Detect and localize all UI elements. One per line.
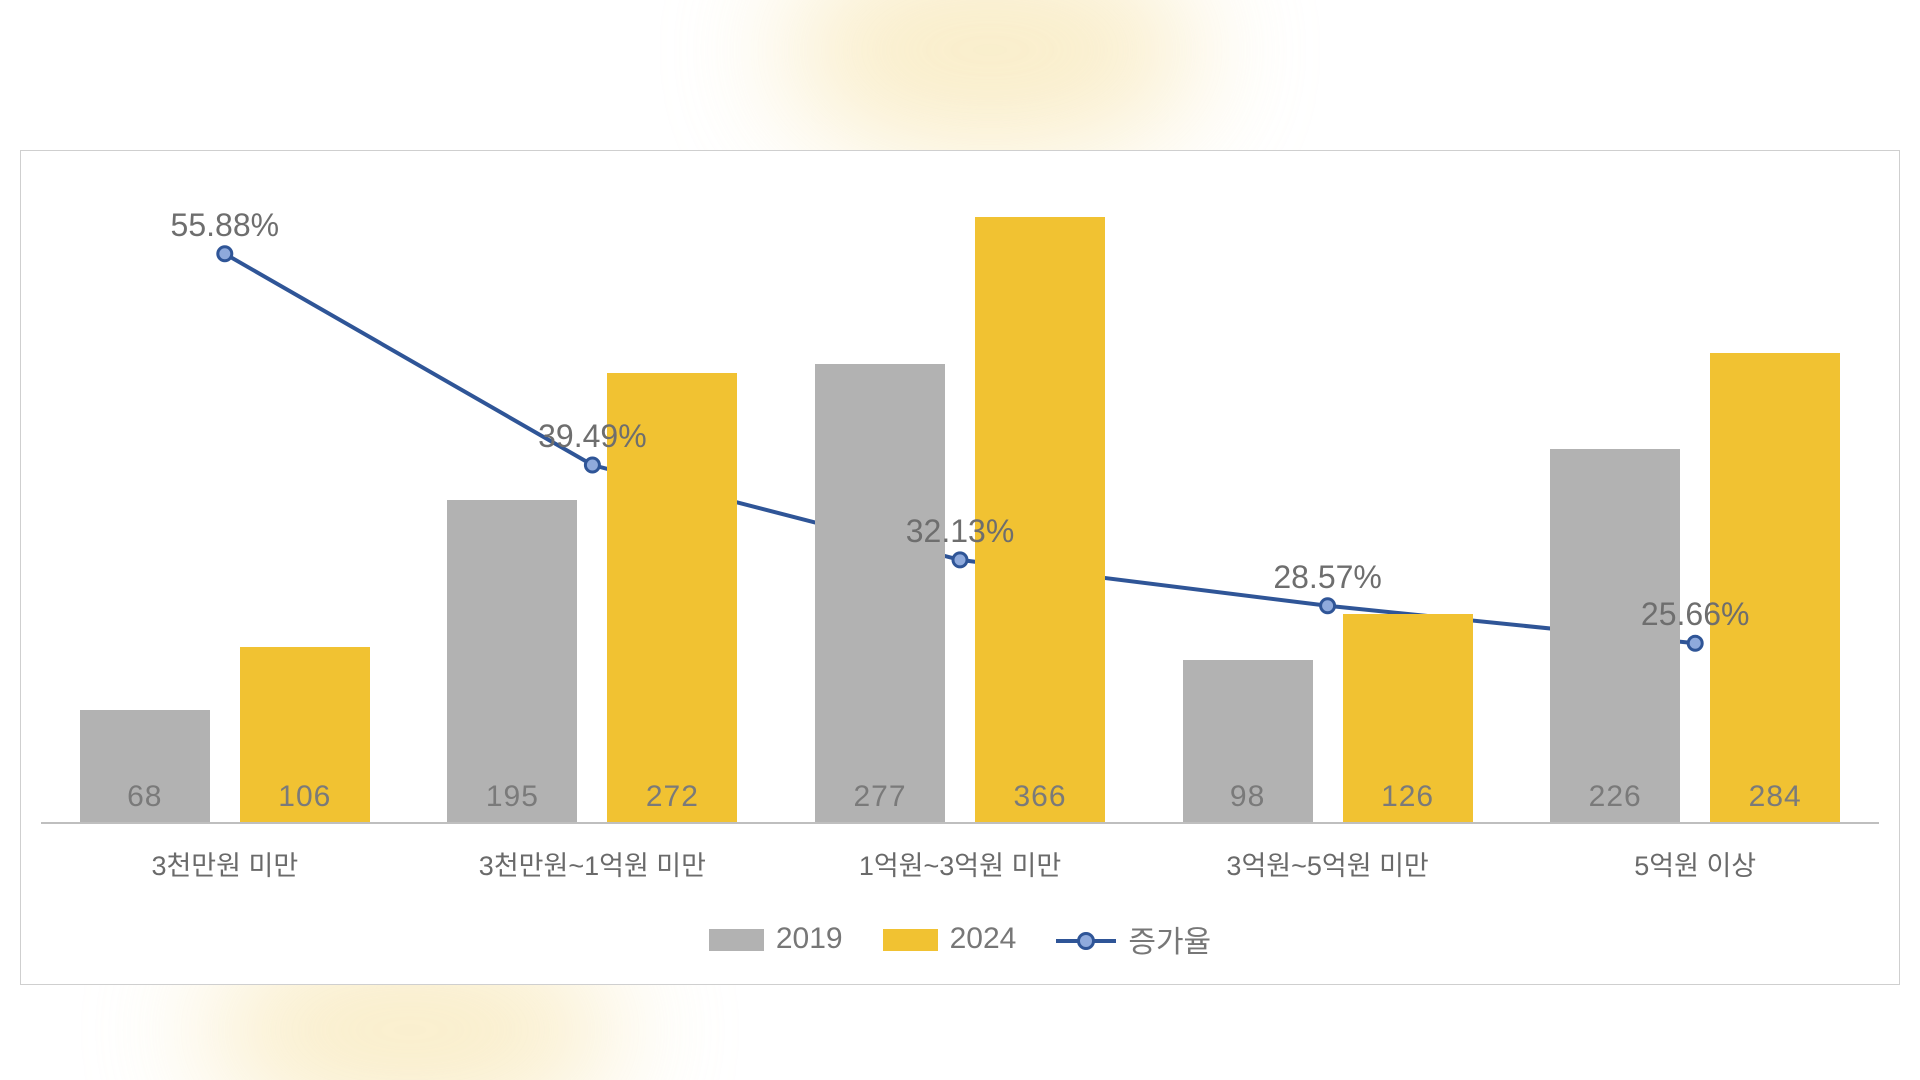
plot-area: 68 106 195 272 277 366 98 126 226 284 55.88% 39.49%…: [41, 161, 1879, 824]
legend-item-증가율: 증가율: [1056, 917, 1211, 961]
bar-2024-cat4: 284: [1710, 353, 1840, 822]
bar-2019-cat1: 195: [447, 500, 577, 822]
bar-2019-cat0: 68: [80, 710, 210, 822]
bar-value-label: 277: [815, 780, 945, 814]
legend: 2019 2024 증가율: [21, 911, 1899, 966]
bar-2019-cat4: 226: [1550, 449, 1680, 822]
bar-value-label: 126: [1343, 780, 1473, 814]
bar-value-label: 98: [1183, 780, 1313, 814]
x-axis-label: 5억원 이상: [1634, 844, 1756, 883]
legend-item-2019: 2019: [709, 922, 843, 956]
chart-frame: 68 106 195 272 277 366 98 126 226 284 55.88% 39.49%…: [20, 150, 1900, 985]
page-root: 68 106 195 272 277 366 98 126 226 284 55.88% 39.49%…: [0, 0, 1920, 1080]
legend-label: 2024: [950, 922, 1017, 955]
growth-rate-label: 32.13%: [906, 513, 1015, 550]
growth-rate-marker: [953, 553, 967, 567]
x-axis-label: 3억원~5억원 미만: [1226, 844, 1428, 883]
bar-value-label: 106: [240, 780, 370, 814]
growth-rate-marker: [1321, 599, 1335, 613]
bar-value-label: 272: [607, 780, 737, 814]
growth-rate-marker: [218, 247, 232, 261]
bar-2024-cat3: 126: [1343, 614, 1473, 822]
legend-label: 증가율: [1128, 926, 1211, 959]
growth-rate-label: 39.49%: [538, 418, 647, 455]
x-axis-labels: 3천만원 미만 3천만원~1억원 미만 1억원~3억원 미만 3억원~5억원 미만 5억…: [41, 836, 1879, 886]
bar-2024-cat0: 106: [240, 647, 370, 822]
growth-rate-label: 25.66%: [1641, 596, 1750, 633]
bar-value-label: 284: [1710, 780, 1840, 814]
growth-rate-label: 55.88%: [171, 207, 280, 244]
legend-swatch: [883, 929, 938, 951]
legend-item-2024: 2024: [883, 922, 1017, 956]
bar-value-label: 226: [1550, 780, 1680, 814]
bar-value-label: 195: [447, 780, 577, 814]
legend-swatch: [709, 929, 764, 951]
bar-2019-cat3: 98: [1183, 660, 1313, 822]
x-axis-label: 3천만원 미만: [151, 844, 298, 883]
growth-rate-line: [225, 254, 1695, 644]
growth-rate-label: 28.57%: [1273, 559, 1382, 596]
x-axis-label: 1억원~3억원 미만: [859, 844, 1061, 883]
bar-2019-cat2: 277: [815, 364, 945, 822]
background-blob-top: [780, 0, 1200, 160]
bar-value-label: 366: [975, 780, 1105, 814]
growth-rate-marker: [585, 458, 599, 472]
legend-label: 2019: [776, 922, 843, 955]
legend-line-swatch: [1056, 930, 1116, 952]
growth-rate-marker: [1688, 636, 1702, 650]
bar-value-label: 68: [80, 780, 210, 814]
x-axis-label: 3천만원~1억원 미만: [479, 844, 706, 883]
